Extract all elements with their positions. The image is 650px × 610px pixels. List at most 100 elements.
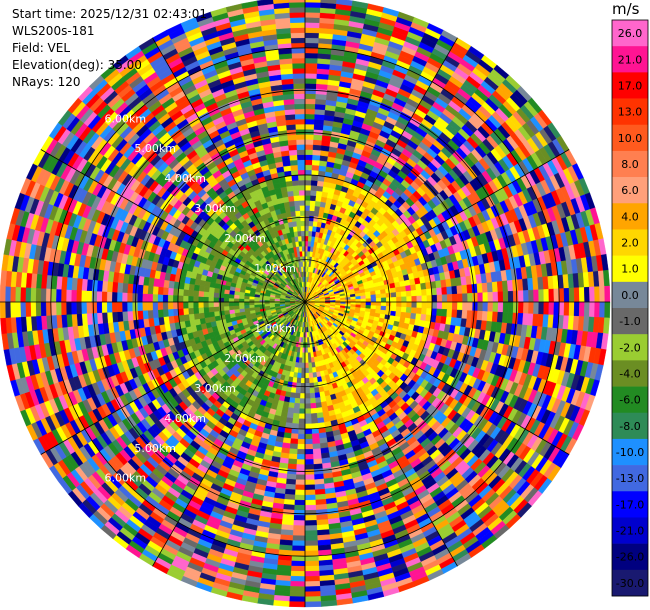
velocity-gate-cell [304, 367, 309, 374]
velocity-gate-cell [304, 530, 318, 537]
velocity-gate-cell [543, 301, 550, 316]
velocity-gate-cell [304, 504, 317, 511]
velocity-gate-cell [604, 301, 611, 319]
velocity-gate-cell [380, 301, 387, 307]
velocity-gate-cell [304, 464, 315, 471]
velocity-gate-cell [578, 301, 585, 317]
velocity-gate-cell [512, 290, 519, 303]
velocity-gate-cell [380, 289, 387, 295]
velocity-gate-cell [304, 189, 312, 196]
velocity-gate-cell [446, 309, 453, 318]
velocity-gate-cell [380, 293, 387, 299]
velocity-gate-cell [390, 306, 397, 312]
velocity-gate-cell [304, 22, 320, 29]
velocity-gate-cell [314, 103, 326, 111]
velocity-gate-cell [497, 291, 504, 303]
velocity-gate-cell [299, 393, 306, 399]
velocity-gate-cell [410, 312, 417, 320]
start-time-label: Start time: 2025/12/31 02:43:01 [12, 7, 207, 21]
nrays-label: NRays: 120 [12, 75, 81, 89]
velocity-gate-cell [416, 301, 423, 309]
velocity-gate-cell [295, 464, 306, 471]
velocity-gate-cell [360, 298, 367, 303]
velocity-gate-cell [441, 301, 448, 310]
velocity-gate-cell [291, 418, 300, 425]
velocity-gate-cell [431, 301, 438, 310]
velocity-gate-cell [304, 210, 311, 216]
field-label: Field: VEL [12, 41, 71, 55]
velocity-gate-cell [288, 402, 295, 409]
velocity-gate-cell [375, 293, 382, 299]
velocity-gate-cell [314, 113, 325, 121]
velocity-gate-cell [292, 525, 306, 532]
velocity-gate-cell [304, 596, 321, 603]
velocity-gate-cell [426, 308, 433, 316]
velocity-gate-cell [304, 484, 316, 491]
velocity-gate-cell [308, 377, 314, 384]
velocity-gate-cell [304, 73, 318, 79]
velocity-gate-cell [304, 67, 318, 74]
velocity-gate-cell [312, 458, 323, 465]
velocity-gate-cell [310, 402, 317, 409]
velocity-gate-cell [401, 296, 407, 303]
velocity-gate-cell [446, 294, 453, 303]
velocity-gate-cell [287, 463, 297, 470]
velocity-gate-cell [304, 433, 313, 440]
velocity-gate-cell [295, 387, 301, 394]
velocity-gate-cell [309, 392, 316, 399]
velocity-gate-cell [304, 123, 315, 130]
velocity-gate-cell [308, 367, 313, 374]
velocity-gate-cell [481, 311, 488, 322]
velocity-gate-cell [304, 57, 319, 64]
velocity-gate-cell [320, 600, 338, 607]
velocity-gate-cell [286, 468, 297, 475]
velocity-gate-cell [304, 448, 314, 455]
velocity-gate-cell [506, 279, 514, 292]
velocity-gate-cell [304, 144, 314, 150]
velocity-gate-cell [290, 433, 299, 440]
velocity-gate-cell [293, 509, 306, 516]
velocity-gate-cell [312, 453, 322, 460]
velocity-gate-cell [304, 225, 310, 232]
velocity-gate-cell [461, 284, 468, 295]
velocity-gate-cell [313, 468, 324, 475]
velocity-gate-cell [466, 310, 473, 320]
velocity-gate-cell [315, 407, 323, 414]
velocity-gate-cell [502, 301, 509, 313]
velocity-gate-cell [310, 184, 318, 192]
velocity-gate-cell [304, 570, 320, 577]
velocity-gate-cell [292, 412, 300, 420]
velocity-gate-cell [304, 78, 317, 84]
velocity-gate-cell [315, 195, 322, 202]
velocity-gate-cell [456, 309, 463, 319]
velocity-gate-cell [304, 128, 315, 135]
velocity-gate-cell [370, 301, 377, 306]
velocity-gate-cell [441, 294, 448, 303]
velocity-gate-cell [304, 149, 314, 156]
velocity-gate-cell [523, 301, 529, 314]
velocity-gate-cell [304, 88, 317, 95]
velocity-gate-cell [304, 372, 310, 379]
velocity-gate-cell [313, 387, 320, 394]
velocity-gate-cell [289, 580, 306, 587]
velocity-gate-cell [496, 311, 504, 323]
velocity-gate-cell [320, 0, 337, 4]
velocity-gate-cell [578, 287, 585, 303]
velocity-gate-cell [411, 295, 418, 303]
velocity-gate-cell [309, 215, 315, 222]
velocity-gate-cell [528, 289, 535, 303]
velocity-gate-cell [446, 301, 453, 310]
velocity-gate-cell [304, 550, 319, 557]
velocity-gate-cell [400, 291, 407, 298]
velocity-gate-cell [482, 301, 489, 312]
velocity-gate-cell [285, 483, 296, 491]
velocity-gate-cell [405, 307, 412, 314]
velocity-gate-cell [573, 287, 580, 303]
velocity-gate-cell [304, 575, 320, 582]
velocity-gate-cell [558, 288, 565, 303]
velocity-gate-cell [451, 301, 458, 311]
velocity-gate-cell [304, 479, 315, 486]
velocity-gate-cell [517, 290, 524, 303]
velocity-gate-cell [301, 357, 306, 364]
